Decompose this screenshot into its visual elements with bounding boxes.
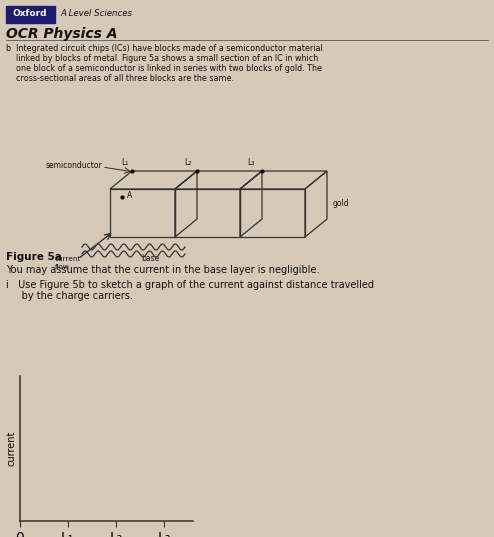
Text: L₁: L₁ — [122, 158, 128, 167]
Text: i   Use Figure 5b to sketch a graph of the current against distance travelled: i Use Figure 5b to sketch a graph of the… — [6, 280, 374, 290]
Text: current: current — [55, 256, 81, 262]
Text: Oxford: Oxford — [13, 10, 47, 18]
Text: L₂: L₂ — [184, 158, 192, 167]
Text: You may assume that the current in the base layer is negligible.: You may assume that the current in the b… — [6, 265, 320, 275]
Text: cross-sectional areas of all three blocks are the same.: cross-sectional areas of all three block… — [6, 74, 234, 83]
FancyBboxPatch shape — [5, 5, 54, 23]
Text: A Level Sciences: A Level Sciences — [60, 10, 132, 18]
Text: linked by blocks of metal. Figure 5a shows a small section of an IC in which: linked by blocks of metal. Figure 5a sho… — [6, 54, 318, 63]
Y-axis label: current: current — [7, 431, 17, 466]
Text: semiconductor: semiconductor — [45, 161, 102, 170]
Text: L₃: L₃ — [247, 158, 255, 167]
Text: Figure 5a: Figure 5a — [6, 252, 62, 262]
Text: flow: flow — [55, 264, 70, 270]
Text: OCR Physics A: OCR Physics A — [6, 27, 118, 41]
Text: base: base — [141, 254, 159, 263]
Text: one block of a semiconductor is linked in series with two blocks of gold. The: one block of a semiconductor is linked i… — [6, 64, 322, 73]
Text: gold: gold — [333, 200, 350, 208]
Text: b  Integrated circuit chips (ICs) have blocks made of a semiconductor material: b Integrated circuit chips (ICs) have bl… — [6, 44, 323, 53]
Text: by the charge carriers.: by the charge carriers. — [6, 291, 133, 301]
Text: A: A — [127, 192, 132, 200]
